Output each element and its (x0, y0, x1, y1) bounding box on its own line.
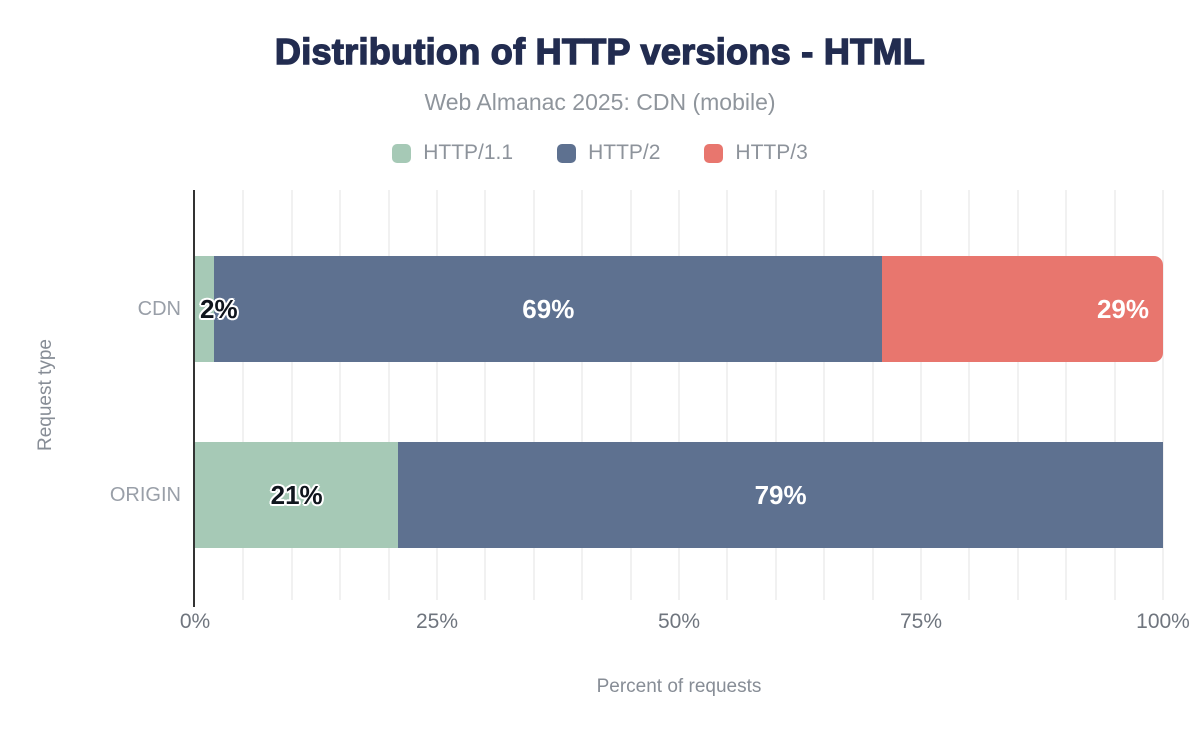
x-tick-label: 0% (179, 610, 211, 633)
legend-item-http11[interactable]: HTTP/1.1 (392, 141, 513, 165)
y-axis-line (193, 190, 195, 607)
category-label-cdn: CDN (137, 298, 181, 320)
bar-segment-http11-cdn[interactable]: 2% (195, 256, 238, 362)
gridline (871, 190, 874, 600)
legend-label: HTTP/2 (588, 141, 661, 164)
gridline (387, 190, 390, 600)
bar-value-label: 79% (754, 480, 807, 510)
chart-title: Distribution of HTTP versions - HTML (274, 30, 926, 72)
gridline (1065, 190, 1068, 600)
gridline (1016, 190, 1019, 600)
gridline (1162, 190, 1164, 600)
gridline (581, 190, 584, 600)
bar-segment-http2-origin[interactable]: 79% (398, 442, 1163, 548)
x-tick-label: 100% (1136, 610, 1190, 633)
x-tick-label: 25% (415, 610, 459, 633)
gridline (339, 190, 342, 600)
gridline (920, 190, 922, 600)
x-tick-label: 50% (657, 610, 701, 633)
bar-segment-http11-origin[interactable]: 21% (195, 442, 399, 548)
bar-segment-http3-cdn[interactable]: 29% (882, 256, 1163, 362)
gridline (774, 190, 777, 600)
gridline (484, 190, 487, 600)
bar-row-cdn: 2% 69% 29% (195, 256, 1163, 362)
bar-value-label: 2% (200, 294, 238, 324)
x-axis-title: Percent of requests (596, 676, 762, 697)
legend-label: HTTP/3 (735, 141, 808, 164)
legend-label: HTTP/1.1 (423, 141, 514, 164)
chart-subtitle: Web Almanac 2025: CDN (mobile) (424, 89, 776, 115)
legend-swatch-http2-icon (557, 143, 577, 163)
x-tick-label: 75% (899, 610, 943, 633)
bar-value-label: 69% (522, 294, 575, 324)
gridline (290, 190, 293, 600)
gridline (532, 190, 535, 600)
plot-area: 2% 69% 29% CDN 21% 79% ORIGIN 0% 25% 50% 75% 100% Pe… (110, 190, 1190, 697)
legend-item-http2[interactable]: HTTP/2 (557, 141, 660, 165)
category-label-origin: ORIGIN (109, 484, 181, 506)
legend: HTTP/1.1 HTTP/2 HTTP/3 (0, 141, 1200, 165)
gridline (436, 190, 438, 600)
gridline (678, 190, 680, 600)
gridline (1113, 190, 1116, 600)
gridline (968, 190, 971, 600)
bar-row-origin: 21% 79% (195, 442, 1163, 548)
y-axis-title: Request type (35, 339, 56, 451)
legend-swatch-http11-icon (392, 143, 412, 163)
legend-item-http3[interactable]: HTTP/3 (704, 141, 808, 165)
bar-value-label: 21% (270, 480, 323, 510)
bar-segment-http2-cdn[interactable]: 69% (214, 256, 883, 362)
gridline (726, 190, 729, 600)
gridline (629, 190, 632, 600)
bar-value-label: 29% (1096, 294, 1149, 324)
gridline (823, 190, 826, 600)
gridline (242, 190, 245, 600)
legend-swatch-http3-icon (704, 143, 724, 163)
